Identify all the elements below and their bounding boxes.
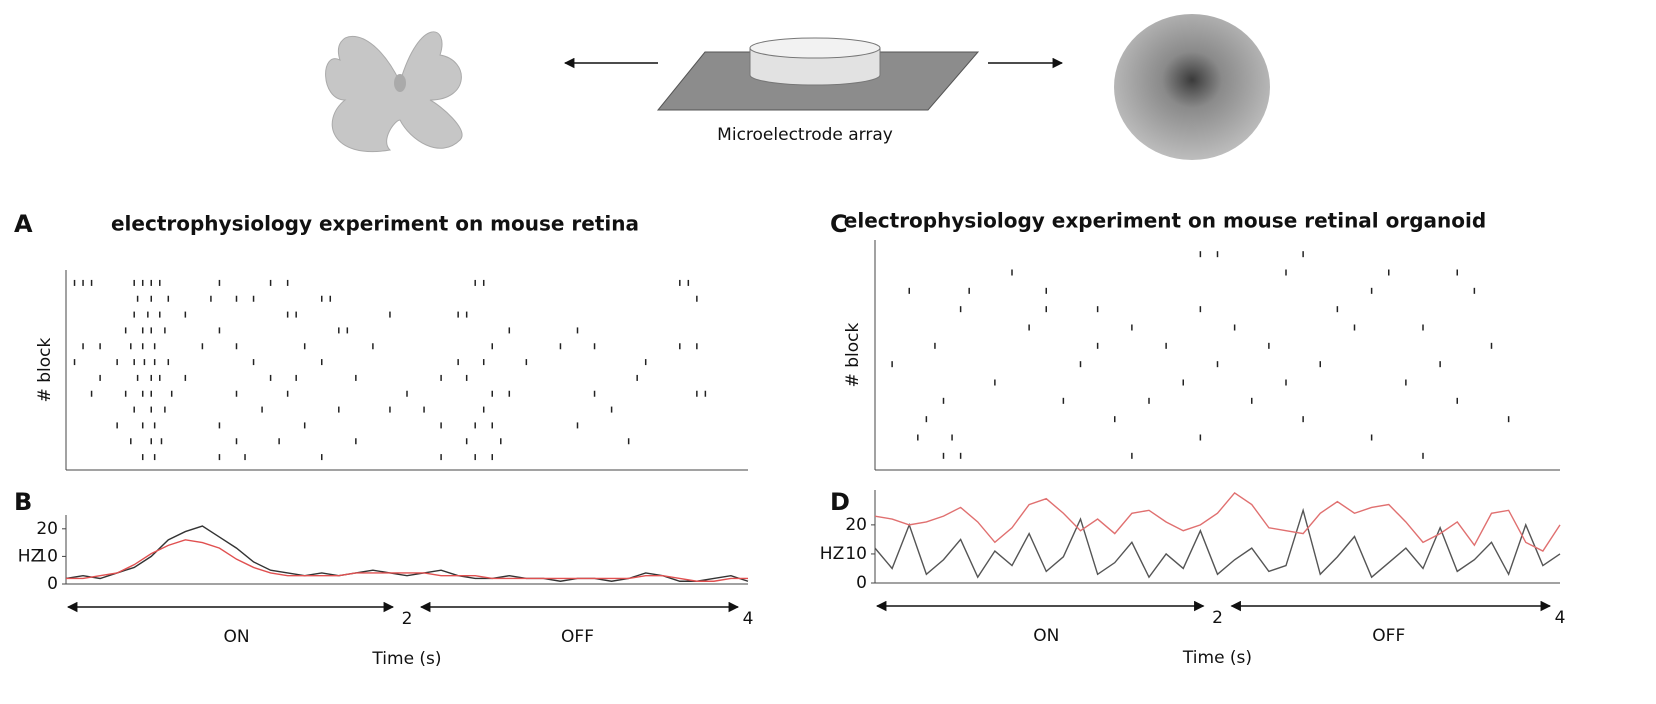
rate-line (66, 539, 748, 582)
panel-label: C (830, 210, 848, 238)
y-axis-label: # block (35, 337, 55, 402)
y-axis-label: HZ (18, 546, 42, 566)
rate-line (874, 507, 1561, 579)
rate-line (874, 491, 1561, 552)
retina-icon (325, 31, 463, 152)
panel-label: D (830, 488, 850, 516)
x-axis-label: Time (s) (1182, 648, 1252, 668)
x-tick-label: 2 (1212, 608, 1223, 628)
x-tick-label: 2 (402, 609, 413, 629)
y-axis-label: # block (843, 322, 863, 387)
annotation: ON (1033, 626, 1059, 646)
chart-title: electrophysiology experiment on mouse re… (844, 209, 1486, 233)
x-axis-label: Time (s) (371, 649, 441, 669)
mea-label: Microelectrode array (717, 125, 893, 145)
panel-label: B (14, 488, 32, 516)
y-tick-label: 10 (36, 546, 58, 566)
organoid-icon (1114, 14, 1270, 160)
y-axis-label: HZ (820, 544, 844, 564)
annotation: OFF (561, 627, 594, 647)
annotation: OFF (1372, 626, 1405, 646)
y-tick-label: 0 (856, 573, 867, 593)
y-tick-label: 0 (47, 574, 58, 594)
rate-line (65, 525, 749, 582)
chart-title: electrophysiology experiment on mouse re… (111, 212, 639, 236)
x-tick-label: 4 (743, 609, 754, 629)
x-tick-label: 4 (1555, 608, 1566, 628)
panel-label: A (14, 210, 33, 238)
y-tick-label: 20 (36, 519, 58, 539)
y-tick-label: 20 (845, 515, 867, 535)
annotation: ON (223, 627, 249, 647)
y-tick-label: 10 (845, 544, 867, 564)
mea-icon (656, 37, 980, 111)
